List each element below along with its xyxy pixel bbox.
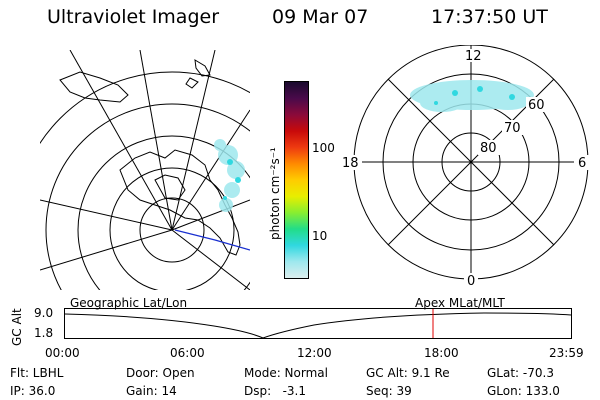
timeline-right-label: Apex MLat/MLT [415, 296, 505, 310]
timeline-ytick-min: 1.8 [34, 326, 54, 340]
colorbar-unit-label: photon cm⁻²s⁻¹ [268, 147, 282, 240]
door-info: Door: Open [126, 366, 195, 380]
timeline-frame [64, 308, 572, 339]
glat-info: GLat: -70.3 [487, 366, 554, 380]
altitude-curve [64, 312, 572, 339]
timeline-xtick: 06:00 [170, 346, 205, 360]
colorbar-tick-100: 100 [312, 141, 335, 155]
polar-label-bottom: 0 [467, 274, 475, 289]
lat-ring [77, 135, 250, 290]
timeline-xtick: 12:00 [297, 346, 332, 360]
colorbar-tick-10: 10 [312, 229, 328, 243]
filter-info: Flt: LBHL [10, 366, 64, 380]
polar-aurora [410, 80, 534, 112]
polar-ring-label-80: 80 [480, 141, 497, 156]
dsp-info: Dsp: -3.1 [244, 384, 307, 398]
polar-ring-label-70: 70 [504, 121, 521, 136]
lat-ring [40, 71, 250, 290]
timeline-xtick: 23:59 [549, 346, 584, 360]
lat-ring [139, 197, 205, 263]
timeline-xtick: 00:00 [45, 346, 80, 360]
australia-outline [59, 71, 129, 103]
timeline-left-label: Geographic Lat/Lon [70, 296, 188, 310]
track-line [174, 229, 250, 251]
geographic-map [40, 50, 250, 290]
altitude-timeline [64, 308, 572, 339]
seq-info: Seq: 39 [366, 384, 412, 398]
polar-label-right: 6 [578, 156, 586, 171]
glon-info: GLon: 133.0 [487, 384, 560, 398]
date-label: 09 Mar 07 [272, 6, 369, 28]
gain-info: Gain: 14 [126, 384, 177, 398]
timeline-ytick-max: 9.0 [34, 306, 54, 320]
antarctica-outline [119, 149, 241, 256]
polar-label-left: 18 [342, 156, 359, 171]
gc-alt-info: GC Alt: 9.1 Re [366, 366, 450, 380]
timeline-axis-title: GC Alt [10, 308, 24, 346]
instrument-title: Ultraviolet Imager [47, 6, 220, 28]
colorbar [284, 81, 309, 279]
lat-ring [109, 167, 235, 290]
polar-plot: 12 60 70 80 18 6 0 [340, 45, 590, 289]
timeline-xtick: 18:00 [424, 346, 459, 360]
mode-info: Mode: Normal [244, 366, 328, 380]
polar-label-top: 12 [465, 49, 482, 64]
lat-ring [45, 103, 250, 290]
polar-ring-label-60: 60 [528, 98, 545, 113]
aurora-emission [214, 139, 245, 212]
ip-info: IP: 36.0 [10, 384, 56, 398]
time-label: 17:37:50 UT [431, 6, 548, 28]
